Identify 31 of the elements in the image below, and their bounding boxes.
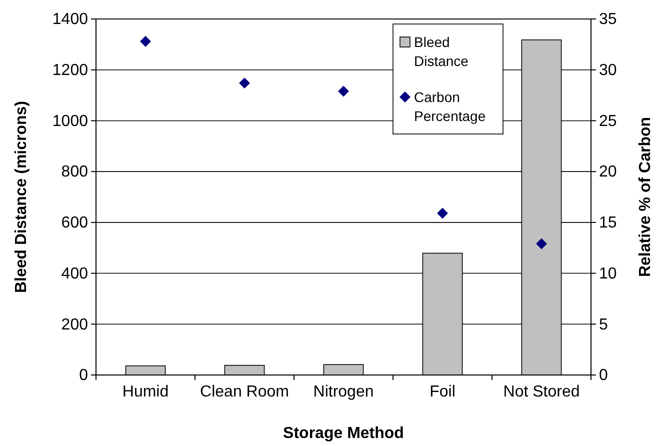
y-tick-label: 1400 bbox=[52, 11, 88, 28]
y2-tick-label: 25 bbox=[599, 112, 617, 130]
y2-tick-label: 35 bbox=[599, 11, 617, 28]
x-tick-label: Clean Room bbox=[200, 383, 289, 400]
y2-axis-title: Relative % of Carbon bbox=[637, 116, 654, 278]
y2-tick-label: 0 bbox=[599, 367, 608, 384]
y2-tick-label: 15 bbox=[599, 214, 617, 232]
y-tick-label: 200 bbox=[61, 316, 88, 334]
legend-label: Carbon Percentage bbox=[414, 89, 486, 124]
point bbox=[239, 78, 250, 89]
y2-tick-label: 10 bbox=[599, 265, 617, 282]
y-tick-label: 0 bbox=[79, 367, 88, 384]
y-tick-label: 400 bbox=[61, 265, 88, 282]
y-tick-label: 1000 bbox=[52, 112, 88, 130]
y2-tick-label: 30 bbox=[599, 62, 617, 79]
x-tick-label: Foil bbox=[430, 383, 456, 400]
point bbox=[536, 238, 547, 250]
x-axis-title: Storage Method bbox=[283, 425, 404, 442]
legend-label: Bleed Distance bbox=[414, 34, 469, 69]
y-tick-label: 1200 bbox=[52, 62, 88, 79]
y-axis-title: Bleed Distance (microns) bbox=[13, 100, 30, 294]
x-tick-label: Not Stored bbox=[503, 383, 580, 400]
x-tick-label: Humid bbox=[122, 383, 169, 400]
y-tick-label: 800 bbox=[61, 164, 88, 181]
y-tick-label: 600 bbox=[61, 214, 88, 232]
point bbox=[140, 36, 151, 47]
y2-tick-label: 5 bbox=[599, 316, 608, 334]
y2-tick-label: 20 bbox=[599, 164, 617, 181]
point bbox=[338, 86, 349, 97]
x-tick-label: Nitrogen bbox=[313, 383, 374, 400]
point bbox=[437, 208, 448, 219]
